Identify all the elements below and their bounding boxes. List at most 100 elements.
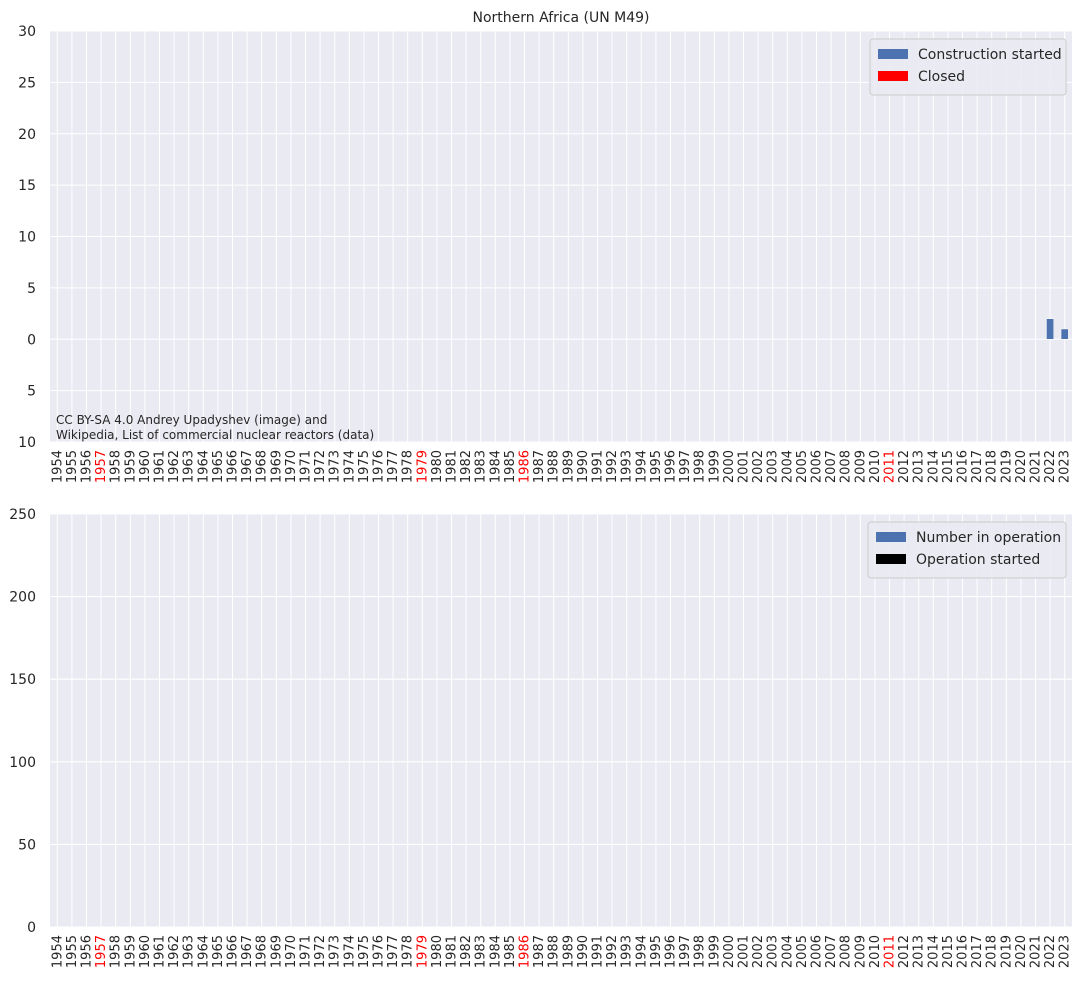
x-tick-label: 2021 <box>1029 935 1044 968</box>
x-tick-label: 1991 <box>591 935 606 968</box>
x-tick-label: 1998 <box>693 935 708 968</box>
x-tick-label: 1968 <box>255 450 270 483</box>
x-tick-label: 1996 <box>664 935 679 968</box>
x-tick-label: 2002 <box>751 450 766 483</box>
x-tick-label: 2021 <box>1029 450 1044 483</box>
y-tick-label: 15 <box>18 178 36 194</box>
x-tick-label: 1974 <box>342 450 357 483</box>
legend-label: Operation started <box>916 552 1040 568</box>
x-tick-label: 1965 <box>211 935 226 968</box>
legend-swatch <box>876 554 906 564</box>
x-tick-label: 2006 <box>810 450 825 483</box>
x-tick-label: 1993 <box>620 935 635 968</box>
x-tick-label: 1995 <box>649 450 664 483</box>
x-tick-label: 1955 <box>65 450 80 483</box>
x-tick-label: 2010 <box>868 450 883 483</box>
x-tick-label: 1957 <box>94 935 109 968</box>
legend-box <box>869 38 1067 96</box>
x-tick-label: 1992 <box>605 450 620 483</box>
x-tick-label: 1965 <box>211 450 226 483</box>
x-tick-label: 2011 <box>883 935 898 968</box>
x-tick-label: 1959 <box>123 450 138 483</box>
x-tick-label: 2009 <box>853 450 868 483</box>
x-tick-label: 1972 <box>313 935 328 968</box>
x-tick-label: 1984 <box>488 935 503 968</box>
x-tick-label: 2007 <box>824 450 839 483</box>
x-tick-label: 1985 <box>503 450 518 483</box>
x-tick-label: 2001 <box>737 935 752 968</box>
x-tick-label: 1970 <box>284 450 299 483</box>
x-tick-label: 2008 <box>839 450 854 483</box>
x-tick-label: 1998 <box>693 450 708 483</box>
y-tick-label: 30 <box>18 24 36 40</box>
x-tick-label: 1960 <box>138 450 153 483</box>
x-tick-label: 2006 <box>810 935 825 968</box>
x-tick-label: 1964 <box>196 935 211 968</box>
x-tick-label: 1978 <box>401 935 416 968</box>
plot-area-2 <box>50 514 1072 927</box>
x-tick-label: 2023 <box>1058 935 1073 968</box>
x-tick-label: 1968 <box>255 935 270 968</box>
x-tick-label: 1981 <box>445 450 460 483</box>
x-tick-label: 2010 <box>868 935 883 968</box>
x-tick-label: 1967 <box>240 450 255 483</box>
x-tick-label: 1985 <box>503 935 518 968</box>
y-tick-label: 25 <box>18 75 36 91</box>
x-tick-label: 2004 <box>780 935 795 968</box>
x-tick-label: 2012 <box>897 450 912 483</box>
legend-swatch <box>876 532 906 542</box>
y-tick-label: 5 <box>27 384 36 400</box>
x-tick-label: 1959 <box>123 935 138 968</box>
x-tick-label: 2009 <box>853 935 868 968</box>
x-tick-label: 2002 <box>751 935 766 968</box>
x-tick-label: 1963 <box>182 450 197 483</box>
y-tick-label: 100 <box>9 755 36 771</box>
attribution-text: CC BY-SA 4.0 Andrey Upadyshev (image) an… <box>56 413 327 427</box>
x-tick-label: 1954 <box>50 450 65 483</box>
x-tick-label: 1989 <box>561 935 576 968</box>
x-tick-label: 1956 <box>80 450 95 483</box>
x-tick-label: 1990 <box>576 935 591 968</box>
x-tick-label: 2016 <box>956 450 971 483</box>
x-tick-label: 2013 <box>912 935 927 968</box>
x-tick-label: 2020 <box>1014 935 1029 968</box>
y-tick-label: 0 <box>27 920 36 936</box>
x-tick-label: 2016 <box>956 935 971 968</box>
x-tick-label: 1962 <box>167 450 182 483</box>
x-tick-label: 2014 <box>926 935 941 968</box>
chart-title: Northern Africa (UN M49) <box>473 10 650 26</box>
x-tick-label: 1991 <box>591 450 606 483</box>
x-tick-label: 2001 <box>737 450 752 483</box>
x-tick-label: 1993 <box>620 450 635 483</box>
x-tick-label: 1999 <box>707 935 722 968</box>
x-tick-label: 1994 <box>634 935 649 968</box>
y-tick-label: 250 <box>9 507 36 523</box>
x-tick-label: 1983 <box>474 450 489 483</box>
x-tick-label: 1982 <box>459 450 474 483</box>
x-tick-label: 2022 <box>1043 935 1058 968</box>
x-tick-label: 2018 <box>985 450 1000 483</box>
x-tick-label: 1969 <box>269 450 284 483</box>
x-tick-label: 1981 <box>445 935 460 968</box>
y-tick-label: 10 <box>18 230 36 246</box>
y-tick-label: 5 <box>27 281 36 297</box>
x-tick-label: 1999 <box>707 450 722 483</box>
x-tick-label: 1996 <box>664 450 679 483</box>
x-tick-label: 2005 <box>795 450 810 483</box>
x-tick-label: 1972 <box>313 450 328 483</box>
x-tick-label: 2012 <box>897 935 912 968</box>
x-tick-label: 2008 <box>839 935 854 968</box>
x-tick-label: 1964 <box>196 450 211 483</box>
x-tick-label: 1994 <box>634 450 649 483</box>
legend-label: Closed <box>918 69 965 85</box>
x-tick-label: 1960 <box>138 935 153 968</box>
legend-label: Construction started <box>918 47 1062 63</box>
x-tick-label: 1966 <box>226 935 241 968</box>
x-tick-label: 1961 <box>153 935 168 968</box>
x-tick-label: 1958 <box>109 935 124 968</box>
x-tick-label: 1979 <box>415 450 430 483</box>
x-tick-label: 1975 <box>357 935 372 968</box>
x-tick-label: 1997 <box>678 935 693 968</box>
